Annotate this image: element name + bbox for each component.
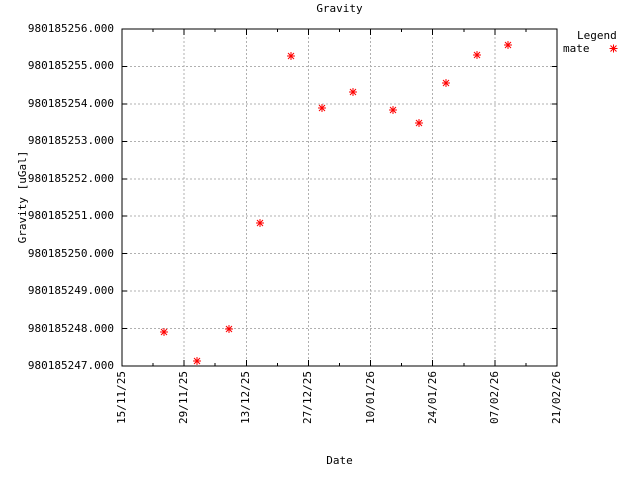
data-point-asterisk (504, 41, 512, 49)
legend-entry-label: mate (563, 42, 590, 55)
x-tick-label: 24/01/26 (425, 371, 439, 424)
y-tick-label: 980185254.000 (27, 96, 114, 110)
data-point-asterisk (473, 51, 481, 59)
data-point-asterisk (256, 219, 264, 227)
x-tick-label: 15/11/25 (115, 371, 128, 424)
x-tick-label: 29/11/25 (177, 371, 191, 424)
x-tick-label: 21/02/26 (550, 371, 563, 424)
x-tick-label: 13/12/25 (239, 371, 253, 424)
chart-title: Gravity (316, 2, 363, 15)
data-point-asterisk (193, 357, 201, 365)
data-point-asterisk (349, 88, 357, 96)
y-tick-label: 980185249.000 (27, 284, 114, 298)
x-tick-label: 27/12/25 (301, 371, 315, 424)
y-tick-label: 980185247.000 (27, 359, 114, 372)
x-axis-label: Date (326, 454, 353, 467)
data-point-asterisk (318, 104, 326, 112)
y-tick-label: 980185248.000 (27, 321, 114, 335)
y-tick-label: 980185252.000 (27, 171, 114, 185)
y-tick-label: 980185253.000 (27, 134, 114, 148)
legend: Legend mate (563, 30, 618, 54)
y-tick-label: 980185250.000 (27, 246, 114, 260)
legend-entry: mate (563, 43, 618, 54)
y-tick-label: 980185256.000 (27, 22, 114, 35)
data-point-asterisk (225, 325, 233, 333)
legend-marker-asterisk-icon (609, 44, 618, 53)
legend-title: Legend (577, 29, 617, 42)
x-tick-label: 10/01/26 (363, 371, 377, 424)
data-point-asterisk (389, 106, 397, 114)
data-point-asterisk (160, 328, 168, 336)
data-point-asterisk (442, 79, 450, 87)
data-point-asterisk (287, 52, 295, 60)
x-tick-label: 07/02/26 (487, 371, 501, 424)
y-tick-label: 980185255.000 (27, 59, 114, 73)
data-point-asterisk (415, 119, 423, 127)
y-tick-label: 980185251.000 (27, 209, 114, 223)
